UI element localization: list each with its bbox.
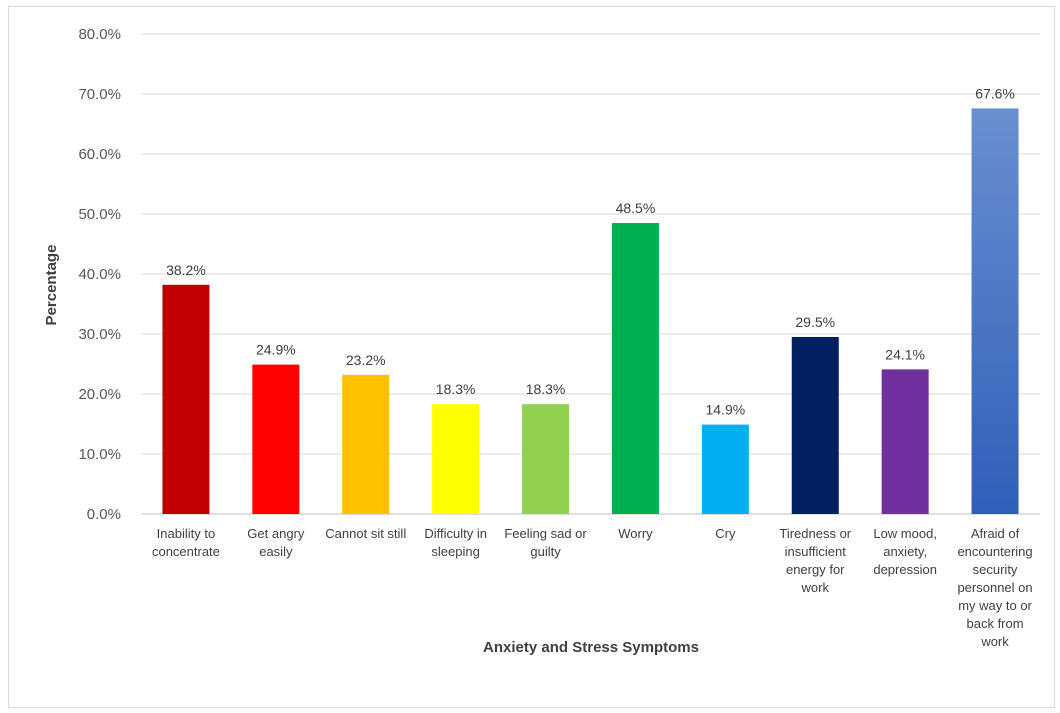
x-axis-title: Anxiety and Stress Symptoms [483,639,699,656]
y-tick-label: 60.0% [78,146,121,163]
data-label: 67.6% [975,85,1015,101]
data-label: 29.5% [795,314,835,330]
bar [162,284,210,514]
x-tick-label: Get angry easily [247,526,305,559]
y-tick-label: 70.0% [78,86,121,103]
bar [791,337,839,514]
y-tick-label: 0.0% [87,506,121,523]
bar [881,369,929,514]
x-tick-label: Afraid of encountering security personnel o… [957,526,1032,649]
y-tick-label: 80.0% [78,26,121,43]
data-labels: 38.2% 24.9% 23.2% 18.3% 18.3% 48.5% 14.9% 29.5%… [166,85,1015,417]
bar [971,108,1019,515]
x-tick-label: Tiredness or insufficient energy for work [779,526,851,595]
bar [701,424,749,514]
data-label: 18.3% [526,381,566,397]
data-label: 48.5% [616,200,656,216]
bar [432,404,480,514]
bar [611,223,659,514]
y-tick-label: 40.0% [78,266,121,283]
x-tick-label: Cannot sit still [325,526,406,541]
y-tick-label: 50.0% [78,206,121,223]
y-axis-title: Percentage [43,245,60,326]
x-tick-label: Feeling sad or guilty [504,526,587,559]
y-tick-label: 10.0% [78,446,121,463]
y-tick-label: 20.0% [78,386,121,403]
x-tick-label: Low mood, anxiety, depression [873,526,937,577]
bar [522,404,570,514]
x-axis-categories: Inability to concentrate Get angry easily Ca… [152,526,1033,649]
data-label: 14.9% [705,402,745,418]
data-label: 24.1% [885,346,925,362]
x-tick-label: Difficulty in sleeping [424,526,487,559]
bar [252,364,300,514]
bar [342,374,390,514]
y-axis-ticks: 0.0% 10.0% 20.0% 30.0% 40.0% 50.0% 60.0% 70.0% 8… [78,26,121,523]
data-label: 38.2% [166,262,206,278]
x-tick-label: Worry [618,526,653,541]
y-tick-label: 30.0% [78,326,121,343]
data-label: 23.2% [346,352,386,368]
x-tick-label: Inability to concentrate [152,526,220,559]
data-label: 18.3% [436,381,476,397]
bars [162,108,1019,515]
x-tick-label: Cry [715,526,736,541]
data-label: 24.9% [256,342,296,358]
